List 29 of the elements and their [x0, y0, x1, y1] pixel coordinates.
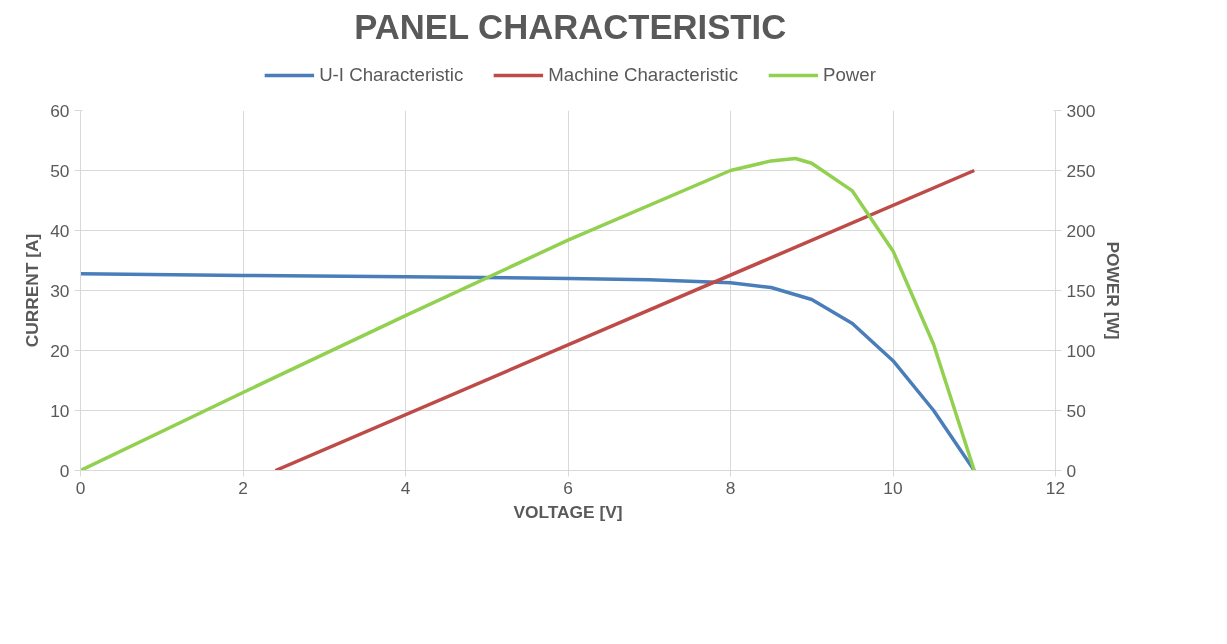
legend-label: Power — [822, 64, 876, 86]
y2-tick-label: 50 — [1066, 400, 1086, 421]
y-tick-label: 50 — [50, 160, 70, 181]
legend-label: U-I Characteristic — [319, 64, 464, 86]
x-tick-label: 10 — [883, 477, 903, 498]
x-tick-label: 4 — [400, 477, 411, 498]
y2-tick-label: 0 — [1066, 460, 1077, 481]
y-tick-label: 30 — [50, 280, 70, 301]
y-tick-label: 10 — [50, 400, 70, 421]
x-tick-label: 2 — [238, 477, 248, 498]
x-tick-label: 6 — [563, 477, 573, 498]
y2-tick-label: 200 — [1066, 220, 1096, 241]
y-tick-label: 40 — [50, 220, 70, 241]
y2-axis-title: POWER [W] — [1103, 241, 1124, 340]
y-tick-label: 60 — [50, 100, 70, 121]
x-tick-label: 12 — [1045, 477, 1066, 498]
y-axis-title: CURRENT [A] — [22, 233, 43, 348]
y2-tick-label: 150 — [1066, 280, 1096, 301]
y-tick-label: 20 — [50, 340, 70, 361]
y2-tick-label: 100 — [1066, 340, 1096, 361]
legend-label: Machine Characteristic — [548, 64, 738, 86]
x-tick-label: 8 — [725, 477, 736, 498]
y-tick-label: 0 — [59, 460, 70, 481]
line-series — [80, 156, 976, 471]
y2-tick-label: 250 — [1066, 160, 1096, 181]
chart-title: PANEL CHARACTERISTIC — [354, 7, 787, 46]
x-tick-label: 0 — [75, 477, 86, 498]
x-axis-title: VOLTAGE [V] — [513, 501, 623, 522]
y2-tick-label: 300 — [1066, 100, 1096, 121]
